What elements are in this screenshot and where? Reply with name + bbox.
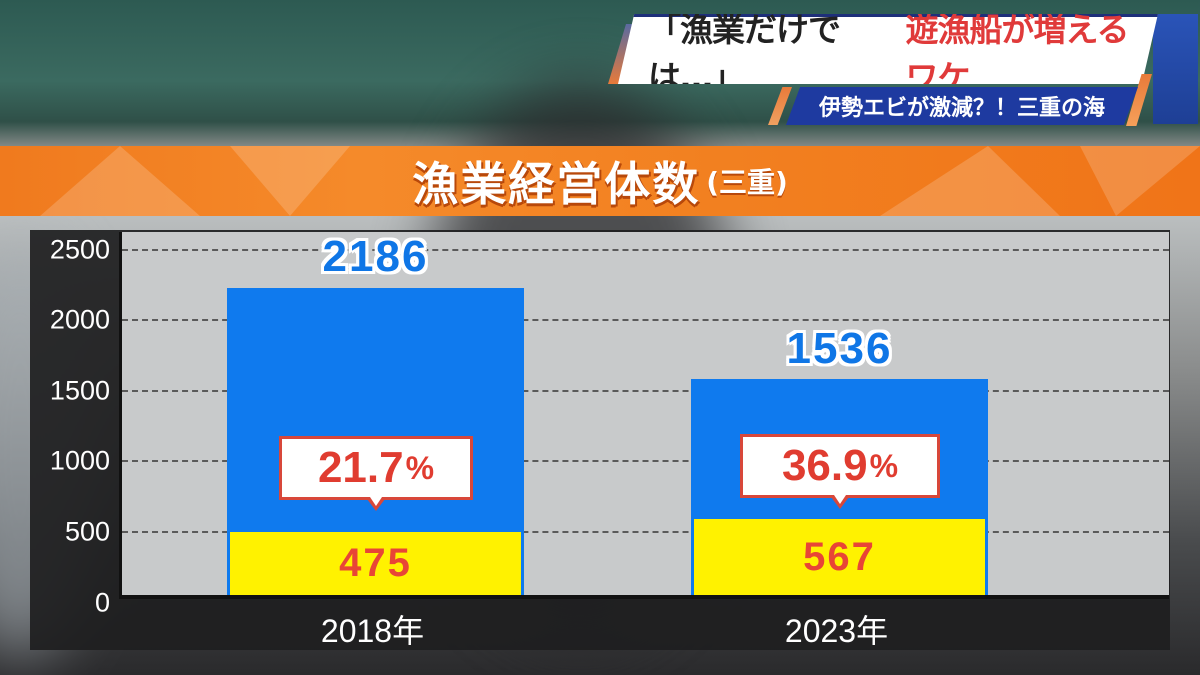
y-tick-1000: 1000 [49, 445, 110, 476]
bar-2023-part: 567 [694, 519, 985, 595]
percent-value: 36.9 [781, 441, 868, 490]
y-tick-2000: 2000 [49, 304, 110, 335]
chart-subtitle: (三重) [706, 166, 788, 199]
x-label-2023: 2023年 [784, 613, 889, 649]
headline-main: 「漁業だけでは…」 遊漁船が増えるワケ [618, 14, 1158, 84]
headline-quote: 「漁業だけでは…」 [648, 9, 841, 97]
y-tick-0: 0 [94, 587, 110, 618]
chart-title-band: 漁業経営体数 (三重) [0, 146, 1200, 216]
gridline-2500 [122, 249, 1169, 251]
gridline-500 [122, 531, 1169, 533]
gridline-1500 [122, 390, 1169, 392]
percent-value: 21.7 [317, 443, 404, 492]
plot-area: 475 2186 21.7% 567 1536 36.9% [119, 232, 1169, 599]
banner-right-accent [1153, 14, 1198, 124]
percent-callout-2018: 21.7% [279, 436, 473, 500]
y-tick-2500: 2500 [49, 234, 110, 265]
percent-sign: % [869, 447, 899, 484]
headline-sub: 伊勢エビが激減？！三重の海 [786, 87, 1138, 125]
x-label-2018: 2018年 [320, 613, 425, 649]
band-decor-triangle [1080, 146, 1200, 216]
headline-red: 遊漁船が増えるワケ [905, 9, 1129, 97]
gridline-2000 [122, 319, 1169, 321]
total-label-2018: 2186 [322, 232, 429, 281]
band-decor-triangle [40, 146, 200, 216]
chart-title: 漁業経営体数 [412, 157, 701, 211]
total-label-2023: 1536 [786, 324, 893, 373]
news-headline-banner: 「漁業だけでは…」 遊漁船が増えるワケ 伊勢エビが激減？！三重の海 [608, 14, 1198, 126]
y-tick-500: 500 [64, 516, 110, 547]
bar-2018-part: 475 [230, 532, 521, 595]
gridline-1000 [122, 460, 1169, 462]
y-tick-1500: 1500 [49, 375, 110, 406]
percent-sign: % [405, 449, 435, 486]
band-decor-triangle [880, 146, 1060, 216]
percent-callout-2023: 36.9% [740, 434, 940, 498]
band-decor-triangle [230, 146, 350, 216]
